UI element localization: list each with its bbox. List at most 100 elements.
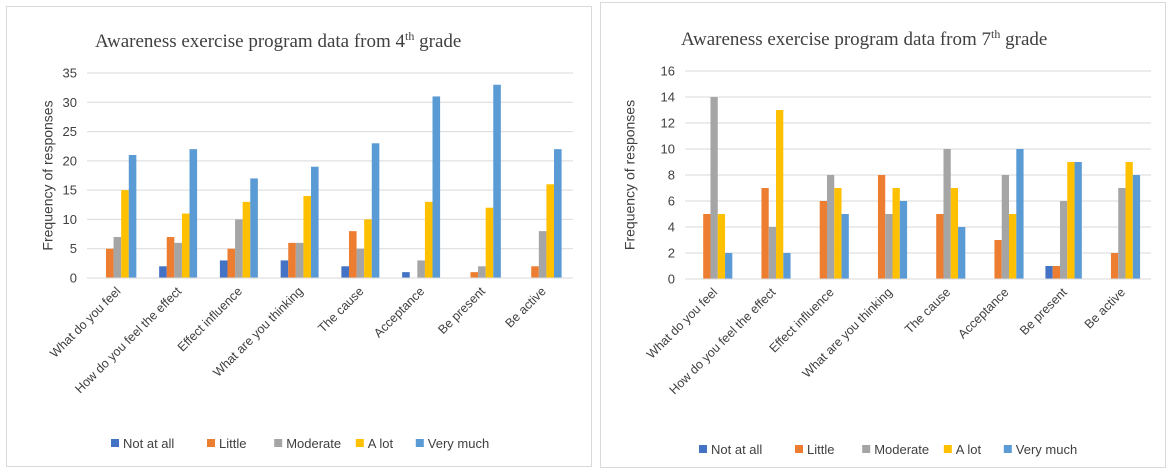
bar: [1132, 175, 1141, 279]
bar: [303, 196, 312, 278]
chart-title: Awareness exercise program data from 4th…: [95, 29, 461, 52]
bar: [181, 213, 190, 278]
bar: [717, 214, 726, 279]
x-tick-label: Be present: [1017, 285, 1070, 338]
bar: [493, 84, 501, 278]
legend-swatch: [415, 439, 424, 447]
x-tick-label: The cause: [315, 284, 366, 335]
bar: [1110, 253, 1119, 279]
bar: [478, 266, 486, 278]
bar: [1001, 175, 1010, 279]
bar: [703, 214, 711, 279]
bar: [250, 178, 258, 278]
y-tick-label: 5: [70, 241, 77, 256]
y-tick-label: 6: [668, 194, 675, 209]
legend-label: A lot: [368, 436, 394, 451]
y-tick-label: 4: [668, 220, 675, 235]
chart-title: Awareness exercise program data from 7th…: [681, 27, 1047, 50]
legend-swatch: [862, 445, 871, 453]
bar: [105, 248, 114, 278]
legend-swatch: [795, 445, 803, 453]
y-tick-label: 30: [63, 95, 77, 110]
bar: [1074, 162, 1082, 279]
bar: [943, 149, 951, 279]
bar: [113, 237, 122, 278]
bar: [710, 97, 718, 279]
y-tick-label: 14: [661, 90, 675, 105]
bar: [783, 253, 791, 279]
bar: [159, 266, 167, 278]
bar: [1059, 201, 1068, 279]
legend-label: Very much: [428, 436, 489, 451]
bar: [899, 201, 908, 279]
y-tick-label: 10: [661, 142, 675, 157]
legend-label: Moderate: [286, 436, 341, 451]
bar: [776, 110, 784, 279]
chart-4th-grade: Awareness exercise program data from 4th…: [40, 29, 573, 451]
y-axis-label: Frequency of responses: [622, 100, 638, 250]
bar: [1045, 266, 1053, 279]
bar: [554, 149, 562, 278]
bar: [280, 260, 289, 278]
legend-swatch: [1003, 445, 1012, 453]
bar: [295, 242, 304, 278]
y-tick-label: 25: [63, 124, 77, 139]
bar: [994, 240, 1002, 279]
bar: [424, 201, 433, 278]
x-tick-label: Be present: [435, 284, 488, 337]
x-tick-label: Be active: [1082, 285, 1128, 331]
y-tick-label: 16: [661, 64, 675, 79]
x-tick-label: The cause: [902, 285, 953, 336]
bar: [235, 219, 243, 278]
y-tick-label: 10: [63, 212, 77, 227]
bar: [892, 188, 900, 279]
legend-swatch: [943, 445, 952, 453]
bar: [819, 201, 827, 279]
bar: [485, 207, 494, 278]
legend-swatch: [355, 439, 364, 447]
bar: [219, 260, 228, 278]
bar: [174, 242, 182, 278]
bar: [356, 248, 365, 278]
bar: [288, 242, 296, 278]
legend-label: A lot: [956, 442, 982, 457]
bar: [958, 227, 966, 279]
bar: [885, 214, 893, 279]
y-tick-label: 0: [668, 272, 675, 287]
bar: [121, 190, 129, 278]
legend-label: Not at all: [711, 442, 762, 457]
y-tick-label: 12: [661, 116, 675, 131]
bar: [761, 188, 769, 279]
bar: [311, 166, 319, 278]
bar: [1125, 162, 1133, 279]
bar: [877, 175, 886, 279]
bar: [371, 143, 380, 278]
legend-label: Little: [219, 436, 246, 451]
bar: [341, 266, 349, 278]
bar: [1016, 149, 1024, 279]
x-tick-label: Acceptance: [955, 285, 1011, 341]
bar: [841, 214, 849, 279]
bar: [470, 272, 479, 278]
chart-panel-7th-grade: Awareness exercise program data from 7th…: [600, 2, 1166, 468]
bar: [364, 219, 372, 278]
bar: [725, 253, 733, 279]
bar: [432, 96, 441, 278]
bar: [1118, 188, 1126, 279]
legend-swatch: [699, 445, 707, 453]
x-tick-label: Effect influence: [175, 284, 245, 354]
bar: [1009, 214, 1017, 279]
bar: [768, 227, 777, 279]
bar: [1067, 162, 1075, 279]
bar: [189, 149, 198, 278]
legend-label: Little: [807, 442, 834, 457]
bar: [1052, 266, 1060, 279]
legend-label: Moderate: [874, 442, 929, 457]
legend-label: Not at all: [123, 436, 174, 451]
bar: [538, 231, 547, 278]
legend-label: Very much: [1016, 442, 1077, 457]
bar: [834, 188, 842, 279]
bar: [242, 201, 251, 278]
bar: [348, 231, 357, 278]
y-tick-label: 20: [63, 153, 77, 168]
